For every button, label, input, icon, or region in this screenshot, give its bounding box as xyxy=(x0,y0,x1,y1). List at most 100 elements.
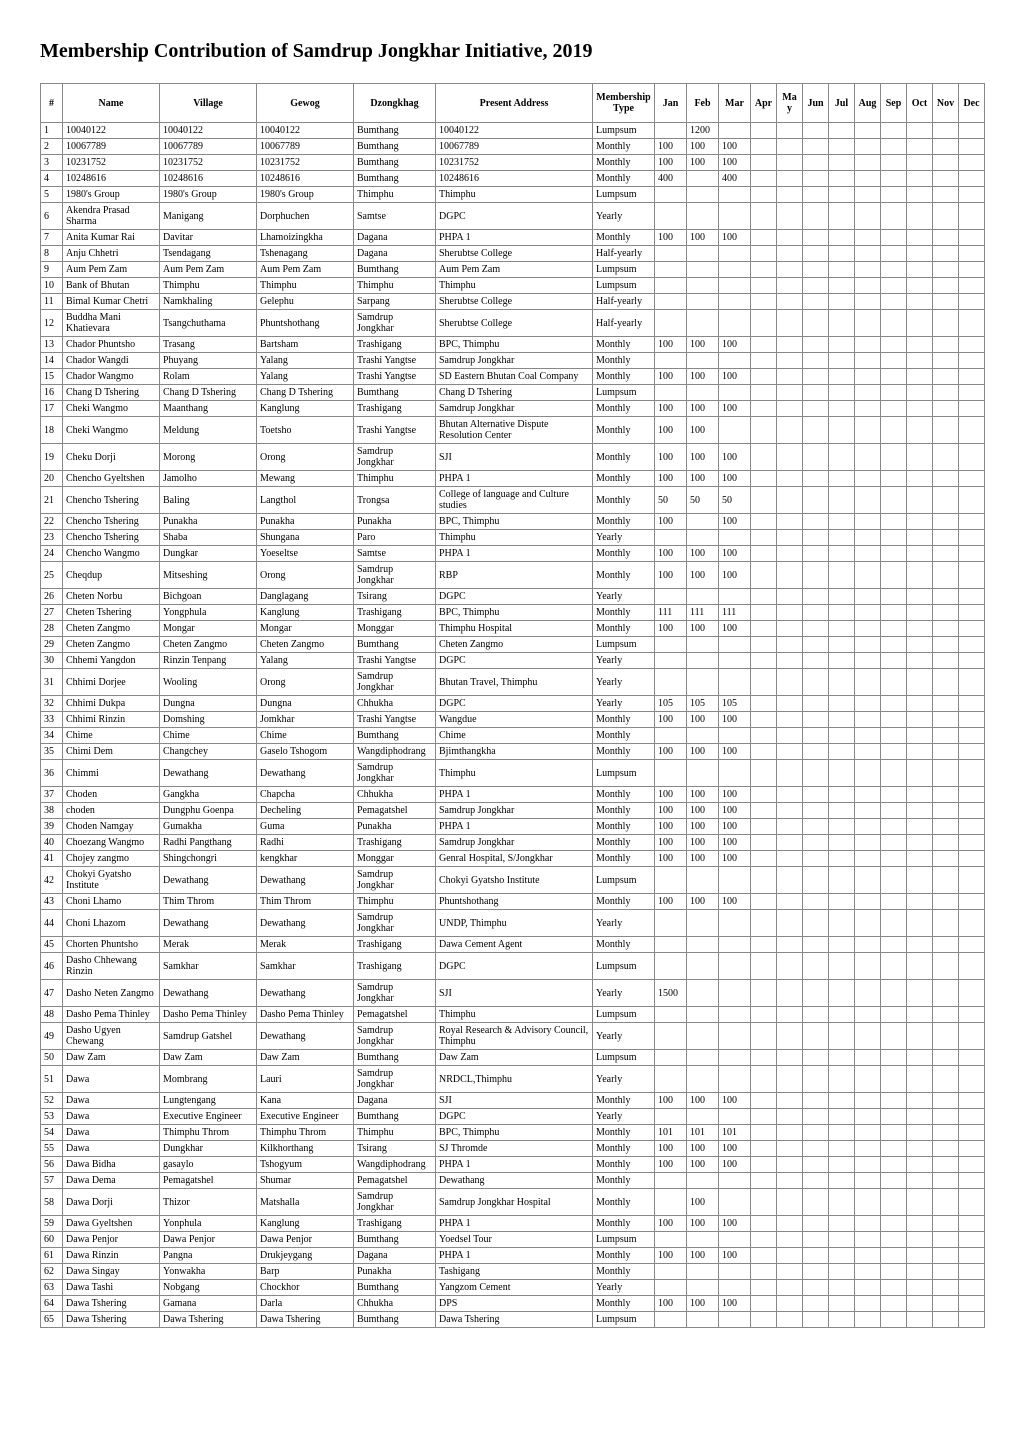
table-cell xyxy=(959,1109,985,1125)
table-cell xyxy=(655,1264,687,1280)
table-cell: 50 xyxy=(687,487,719,514)
table-cell xyxy=(829,819,855,835)
table-row: 51980's Group1980's Group1980's GroupThi… xyxy=(41,187,985,203)
table-cell xyxy=(959,803,985,819)
table-cell xyxy=(881,637,907,653)
table-cell xyxy=(881,310,907,337)
table-cell xyxy=(933,1109,959,1125)
table-cell xyxy=(959,471,985,487)
table-row: 21Chencho TsheringBalingLangtholTrongsaC… xyxy=(41,487,985,514)
column-header: May xyxy=(777,84,803,123)
table-cell: Monthly xyxy=(593,514,655,530)
table-cell xyxy=(803,1157,829,1173)
table-cell: 100 xyxy=(719,1296,751,1312)
table-cell xyxy=(959,1007,985,1023)
table-cell xyxy=(959,728,985,744)
table-cell: Darla xyxy=(257,1296,354,1312)
table-cell xyxy=(803,1264,829,1280)
table-cell xyxy=(687,669,719,696)
table-cell xyxy=(855,867,881,894)
table-cell xyxy=(803,1125,829,1141)
table-cell xyxy=(687,310,719,337)
table-row: 35Chimi DemChangcheyGaselo TshogomWangdi… xyxy=(41,744,985,760)
table-cell xyxy=(751,867,777,894)
table-cell: Monthly xyxy=(593,337,655,353)
table-cell xyxy=(777,669,803,696)
table-cell xyxy=(855,787,881,803)
table-cell: 1980's Group xyxy=(257,187,354,203)
table-cell xyxy=(959,712,985,728)
table-cell xyxy=(751,1280,777,1296)
table-cell xyxy=(751,1189,777,1216)
table-cell xyxy=(829,910,855,937)
table-cell: Daw Zam xyxy=(436,1050,593,1066)
table-cell xyxy=(777,910,803,937)
table-cell: Yoedsel Tour xyxy=(436,1232,593,1248)
table-cell: Cheten Norbu xyxy=(63,589,160,605)
table-cell: 100 xyxy=(687,155,719,171)
table-cell: Thimphu xyxy=(160,278,257,294)
table-cell xyxy=(655,530,687,546)
table-cell: Kanglung xyxy=(257,605,354,621)
table-cell: 62 xyxy=(41,1264,63,1280)
table-cell: Aum Pem Zam xyxy=(63,262,160,278)
table-cell xyxy=(907,1296,933,1312)
table-cell: PHPA 1 xyxy=(436,787,593,803)
table-cell xyxy=(719,867,751,894)
table-row: 18Cheki WangmoMeldungToetshoTrashi Yangt… xyxy=(41,417,985,444)
table-cell: 30 xyxy=(41,653,63,669)
table-cell xyxy=(881,621,907,637)
table-cell xyxy=(933,696,959,712)
table-cell xyxy=(907,1248,933,1264)
table-cell xyxy=(881,417,907,444)
table-cell: College of language and Culture studies xyxy=(436,487,593,514)
table-cell xyxy=(751,760,777,787)
table-cell xyxy=(855,417,881,444)
column-header: Jan xyxy=(655,84,687,123)
table-cell: 8 xyxy=(41,246,63,262)
table-cell xyxy=(855,487,881,514)
table-cell xyxy=(751,514,777,530)
table-cell xyxy=(959,744,985,760)
table-cell: Thimphu xyxy=(257,278,354,294)
table-cell: Monthly xyxy=(593,471,655,487)
table-cell: Bumthang xyxy=(354,171,436,187)
table-cell: Yearly xyxy=(593,1023,655,1050)
table-cell xyxy=(777,417,803,444)
table-cell xyxy=(803,1109,829,1125)
table-cell: Thimphu xyxy=(436,187,593,203)
table-cell xyxy=(777,246,803,262)
table-cell xyxy=(829,851,855,867)
column-header: Name xyxy=(63,84,160,123)
table-cell xyxy=(907,310,933,337)
table-cell: 60 xyxy=(41,1232,63,1248)
table-cell: DGPC xyxy=(436,203,593,230)
table-cell: 10231752 xyxy=(63,155,160,171)
table-cell: DPS xyxy=(436,1296,593,1312)
table-cell: Chokyi Gyatsho Institute xyxy=(63,867,160,894)
table-cell xyxy=(751,696,777,712)
table-cell xyxy=(881,1264,907,1280)
table-cell: SJ Thromde xyxy=(436,1141,593,1157)
table-cell xyxy=(751,637,777,653)
table-cell: Dasho Ugyen Chewang xyxy=(63,1023,160,1050)
table-cell: DGPC xyxy=(436,653,593,669)
column-header: Feb xyxy=(687,84,719,123)
table-cell xyxy=(933,1007,959,1023)
table-cell: Yearly xyxy=(593,1280,655,1296)
table-cell xyxy=(933,669,959,696)
table-cell xyxy=(655,123,687,139)
table-cell xyxy=(881,867,907,894)
table-cell: Kilkhorthang xyxy=(257,1141,354,1157)
table-cell xyxy=(803,1232,829,1248)
table-cell xyxy=(855,123,881,139)
table-cell: 100 xyxy=(655,712,687,728)
table-cell xyxy=(855,230,881,246)
table-cell xyxy=(719,1007,751,1023)
table-cell: Namkhaling xyxy=(160,294,257,310)
table-cell: Dungna xyxy=(257,696,354,712)
table-cell: Pemagatshel xyxy=(354,1007,436,1023)
table-cell xyxy=(803,294,829,310)
table-cell: Chockhor xyxy=(257,1280,354,1296)
table-cell xyxy=(719,637,751,653)
